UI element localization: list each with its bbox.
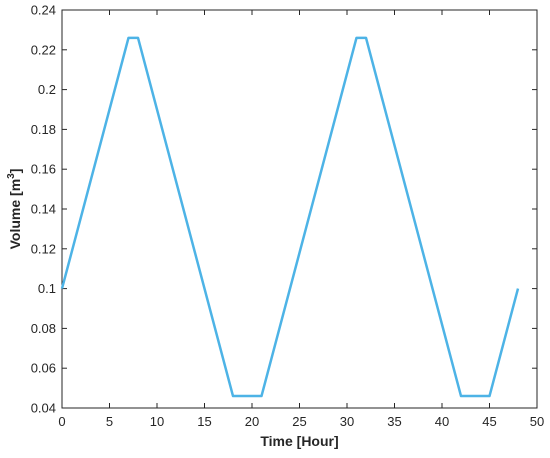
x-tick-label: 35 <box>387 414 401 429</box>
x-tick-label: 25 <box>292 414 306 429</box>
x-tick-label: 15 <box>197 414 211 429</box>
x-axis-ticks: 0 5 10 15 20 25 30 35 40 45 50 <box>58 10 544 429</box>
y-tick-label: 0.04 <box>31 401 56 416</box>
x-tick-label: 20 <box>245 414 259 429</box>
x-tick-label: 50 <box>530 414 544 429</box>
y-tick-label: 0.14 <box>31 202 56 217</box>
y-tick-label: 0.22 <box>31 42 56 57</box>
y-tick-label: 0.24 <box>31 3 56 18</box>
series-line-volume <box>60 36 520 398</box>
y-tick-label: 0.06 <box>31 361 56 376</box>
y-tick-label: 0.08 <box>31 321 56 336</box>
y-axis-label-superscript: 3 <box>6 173 17 179</box>
y-axis-label: Volume [m3] <box>6 169 23 250</box>
x-tick-label: 0 <box>58 414 65 429</box>
x-tick-label: 5 <box>106 414 113 429</box>
x-tick-label: 45 <box>482 414 496 429</box>
y-tick-label: 0.18 <box>31 122 56 137</box>
x-tick-label: 10 <box>150 414 164 429</box>
y-tick-label: 0.2 <box>38 82 56 97</box>
x-axis-label: Time [Hour] <box>260 433 338 449</box>
y-axis-ticks: 0.04 0.06 0.08 0.1 0.12 0.14 0.16 0.18 0.2 0.22 0.… <box>31 3 537 416</box>
x-tick-label: 40 <box>435 414 449 429</box>
y-tick-label: 0.12 <box>31 241 56 256</box>
y-axis-label-end: ] <box>7 169 23 174</box>
y-tick-label: 0.16 <box>31 162 56 177</box>
y-tick-label: 0.1 <box>38 281 56 296</box>
x-tick-label: 30 <box>340 414 354 429</box>
y-axis-label-main: Volume [m <box>7 179 23 250</box>
plot-area <box>61 9 538 409</box>
